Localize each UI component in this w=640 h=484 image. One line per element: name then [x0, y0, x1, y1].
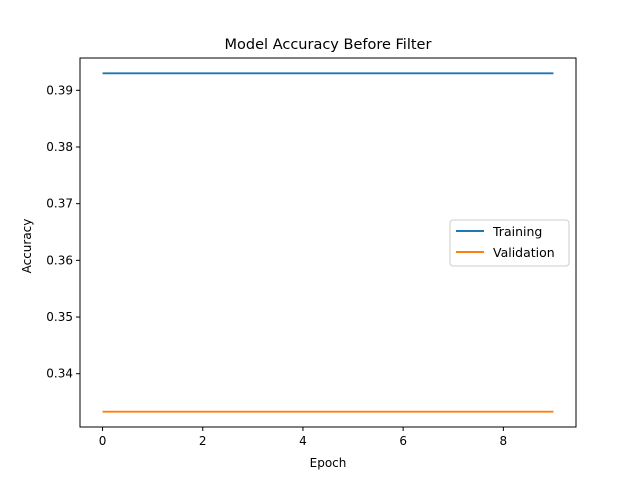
ticks-layer: 0 2 4 6 8 0.34 0.35 0.36 0.37 0.38 0.39	[46, 83, 507, 448]
x-tick-label: 2	[199, 434, 207, 448]
y-tick-label: 0.36	[46, 253, 73, 267]
x-tick-label: 4	[299, 434, 307, 448]
legend-label-validation: Validation	[493, 245, 555, 260]
legend: Training Validation	[449, 219, 570, 267]
x-tick-label: 8	[500, 434, 508, 448]
y-tick-label: 0.39	[46, 83, 73, 97]
y-axis-label: Accuracy	[20, 219, 34, 274]
series-layer	[102, 72, 554, 413]
x-tick-label: 0	[99, 434, 107, 448]
x-tick-label: 6	[399, 434, 407, 448]
chart-title: Model Accuracy Before Filter	[225, 37, 432, 53]
x-axis-label: Epoch	[310, 456, 347, 470]
y-tick-label: 0.38	[46, 140, 73, 154]
plot-area-frame	[79, 57, 577, 428]
y-tick-label: 0.37	[46, 197, 73, 211]
legend-label-training: Training	[492, 224, 542, 239]
y-tick-label: 0.35	[46, 310, 73, 324]
y-tick-label: 0.34	[46, 367, 73, 381]
